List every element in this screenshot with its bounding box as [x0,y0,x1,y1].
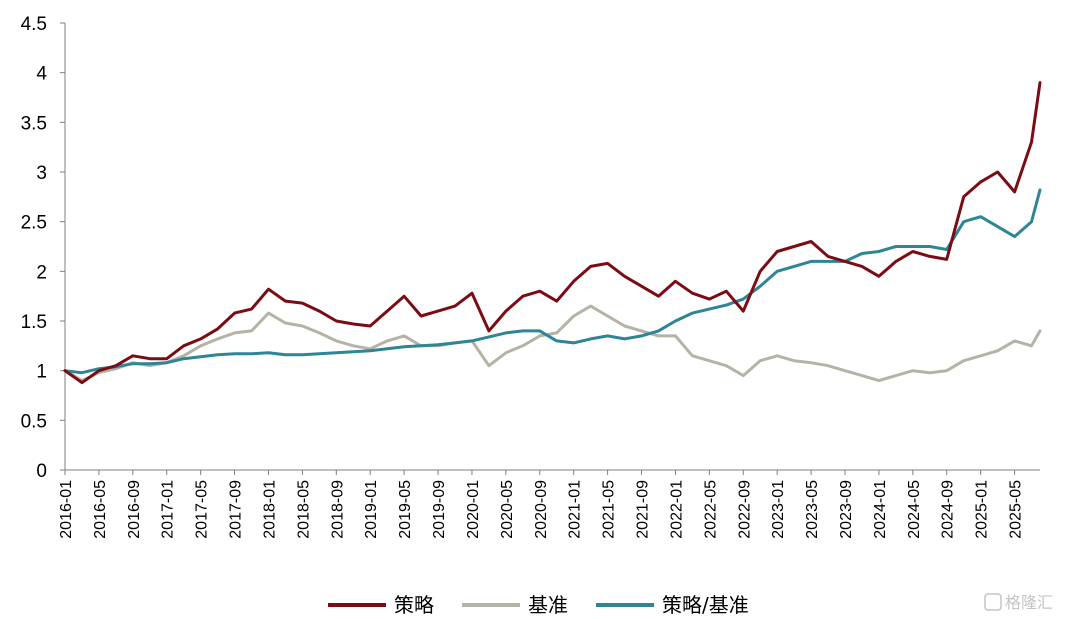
x-tick-label: 2020-01 [465,480,482,539]
x-tick-label: 2018-09 [329,480,346,539]
y-tick-label: 2.5 [21,213,47,234]
watermark-text: 格隆汇 [1005,593,1053,612]
x-tick-label: 2021-05 [601,480,618,539]
x-tick-label: 2019-05 [397,480,414,539]
legend: 策略 基准 策略/基准 [328,593,749,617]
watermark: 格隆汇 [984,593,1053,612]
x-tick-label: 2017-05 [194,480,211,539]
y-tick-label: 0.5 [21,411,47,432]
x-tick-label: 2016-09 [126,480,143,539]
x-tick-label: 2023-01 [770,480,787,539]
y-axis: 0 0.5 1 1.5 2 2.5 3 3.5 4 4.5 [21,14,66,482]
x-tick-label: 2016-05 [92,480,109,539]
legend-label: 策略/基准 [662,593,749,617]
x-tick-label: 2017-09 [228,480,245,539]
legend-label: 基准 [528,593,568,617]
legend-item: 基准 [462,593,568,617]
x-axis: 2016-01 2016-05 2016-09 2017-01 2017-05 2017-… [58,469,1040,539]
watermark-logo-icon [984,593,1002,611]
y-tick-label: 4.5 [21,14,47,35]
legend-item: 策略/基准 [596,593,749,617]
x-tick-label: 2025-05 [1008,480,1025,539]
y-tick-label: 3.5 [21,113,47,134]
x-tick-label: 2022-09 [736,480,753,539]
x-tick-label: 2024-09 [940,480,957,539]
y-tick-label: 0 [36,461,47,482]
x-tick-label: 2023-05 [804,480,821,539]
x-tick-label: 2023-09 [838,480,855,539]
y-tick-label: 1 [36,362,47,383]
legend-item: 策略 [328,593,434,617]
x-tick-label: 2024-01 [872,480,889,539]
legend-label: 策略 [394,593,434,617]
x-tick-label: 2022-01 [668,480,685,539]
series-line-1 [63,304,1042,383]
y-tick-label: 4 [36,64,47,85]
y-tick-label: 3 [36,163,47,184]
x-tick-label: 2022-05 [702,480,719,539]
x-tick-label: 2024-05 [906,480,923,539]
x-tick-label: 2019-09 [431,480,448,539]
x-tick-label: 2021-09 [635,480,652,539]
x-tick-label: 2025-01 [974,480,991,539]
x-tick-label: 2018-01 [261,480,278,539]
y-tick-label: 1.5 [21,312,47,333]
series-line-2 [63,188,1042,375]
x-tick-label: 2020-05 [499,480,516,539]
series-line-0 [63,81,1042,385]
x-tick-label: 2021-01 [567,480,584,539]
x-tick-label: 2018-05 [295,480,312,539]
series-layer [63,81,1042,385]
x-tick-label: 2016-01 [58,480,75,539]
x-tick-label: 2019-01 [363,480,380,539]
x-tick-label: 2017-01 [160,480,177,539]
y-tick-label: 2 [36,262,47,283]
x-tick-label: 2020-09 [533,480,550,539]
